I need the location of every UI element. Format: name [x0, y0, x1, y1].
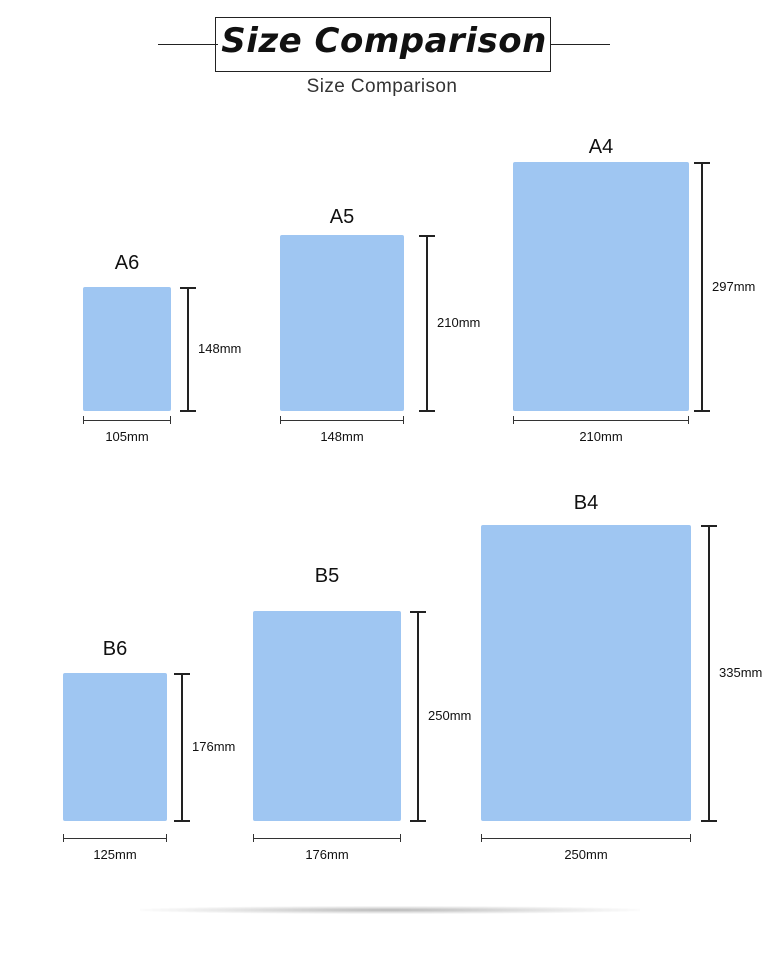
a5-width-cap-right — [403, 416, 404, 424]
a6-width-line — [83, 420, 171, 421]
a5-sheet — [280, 235, 404, 411]
a5-width-line — [280, 420, 404, 421]
a4-width-line — [513, 420, 689, 421]
b5-height-cap-top — [410, 611, 426, 613]
b4-height-label: 335mm — [719, 665, 763, 680]
b6-label: B6 — [102, 638, 128, 660]
a4-height-label: 297mm — [712, 278, 756, 294]
b4-height-line — [708, 525, 710, 821]
b6-height-line — [181, 673, 183, 821]
header-rule-right — [550, 44, 610, 45]
a6-width-label: 105mm — [105, 429, 149, 444]
b4-width-line — [481, 838, 691, 839]
b6-height-cap-bottom — [174, 820, 190, 822]
a4-height-cap-bottom — [694, 410, 710, 412]
a5-height-label: 210mm — [437, 315, 481, 330]
b4-height-cap-bottom — [701, 820, 717, 822]
b6-width-cap-right — [166, 834, 167, 842]
a6-height-cap-bottom — [180, 410, 196, 412]
a5-label: A5 — [329, 206, 355, 228]
b5-height-line — [417, 611, 419, 821]
bottom-shadow — [140, 906, 640, 914]
a5-height-cap-top — [419, 235, 435, 237]
b5-width-label: 176mm — [305, 847, 349, 862]
b6-height-label: 176mm — [192, 739, 236, 754]
b5-width-line — [253, 838, 401, 839]
b6-width-label: 125mm — [93, 847, 137, 862]
a6-height-label: 148mm — [198, 341, 242, 356]
b5-height-cap-bottom — [410, 820, 426, 822]
b6-height-cap-top — [174, 673, 190, 675]
b5-label: B5 — [314, 565, 340, 587]
title-frame — [215, 17, 551, 72]
b5-width-cap-right — [400, 834, 401, 842]
a4-width-label: 210mm — [579, 429, 623, 444]
page-subtitle: Size Comparison — [306, 76, 458, 97]
b6-width-cap-left — [63, 834, 64, 842]
a6-width-cap-right — [170, 416, 171, 424]
a4-label: A4 — [588, 136, 614, 158]
a6-height-cap-top — [180, 287, 196, 289]
page-title: Size Comparison — [221, 21, 547, 61]
a4-height-cap-top — [694, 162, 710, 164]
b4-width-cap-right — [690, 834, 691, 842]
b4-width-label: 250mm — [564, 847, 608, 862]
a5-height-line — [426, 235, 428, 411]
a6-label: A6 — [114, 252, 140, 274]
a5-width-label: 148mm — [320, 429, 364, 444]
header-rule-left — [158, 44, 218, 45]
a6-width-cap-left — [83, 416, 84, 424]
b5-sheet — [253, 611, 401, 821]
a4-width-cap-left — [513, 416, 514, 424]
b6-sheet — [63, 673, 167, 821]
a4-width-cap-right — [688, 416, 689, 424]
b6-width-line — [63, 838, 167, 839]
b5-height-label: 250mm — [428, 708, 472, 723]
a6-sheet — [83, 287, 171, 411]
b4-label: B4 — [573, 492, 599, 514]
a6-height-line — [187, 287, 189, 411]
b4-width-cap-left — [481, 834, 482, 842]
a4-height-line — [701, 162, 703, 411]
a5-height-cap-bottom — [419, 410, 435, 412]
a4-sheet — [513, 162, 689, 411]
b4-height-cap-top — [701, 525, 717, 527]
a5-width-cap-left — [280, 416, 281, 424]
b5-width-cap-left — [253, 834, 254, 842]
b4-sheet — [481, 525, 691, 821]
